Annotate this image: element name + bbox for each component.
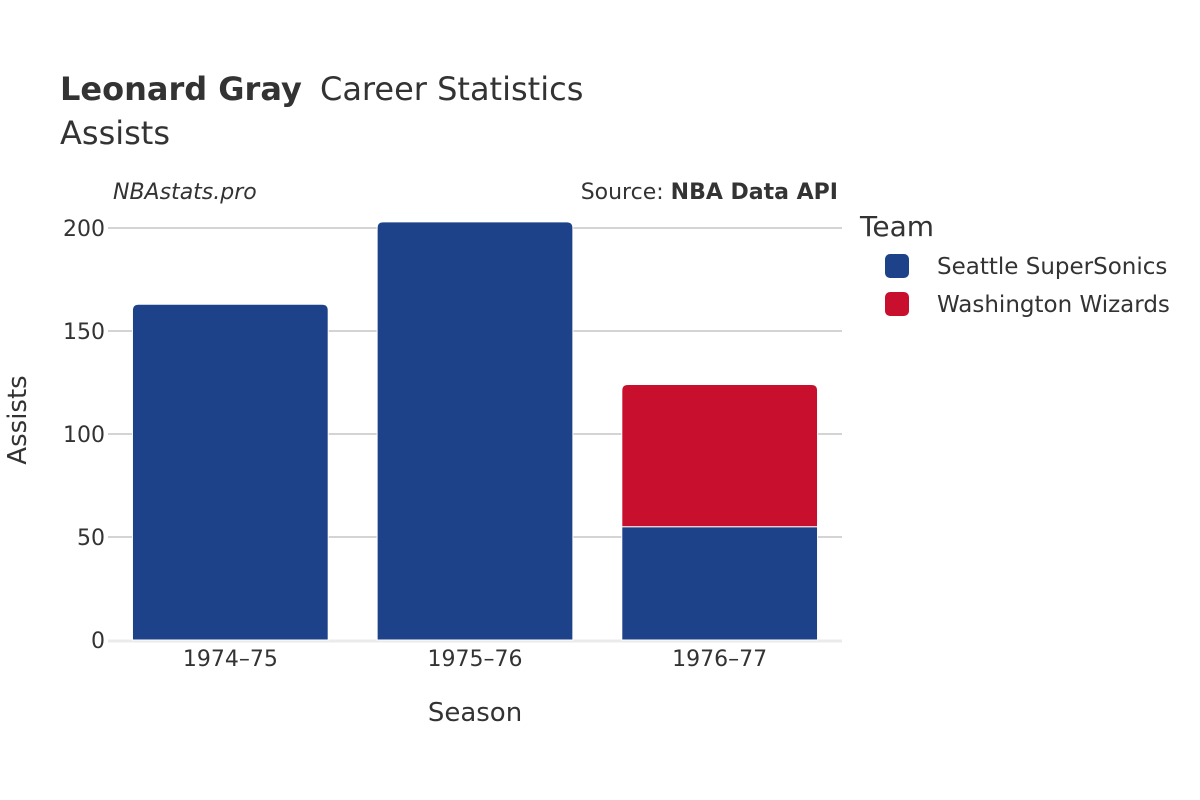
source-name: NBA Data API: [671, 180, 838, 205]
bar-washington-wizards-2[interactable]: [621, 384, 819, 528]
y-axis-title: Assists: [3, 375, 33, 464]
legend: Seattle SuperSonics Washington Wizards: [885, 254, 1170, 318]
legend-item-label: Seattle SuperSonics: [937, 254, 1167, 280]
title-rest: Career Statistics: [320, 70, 583, 108]
x-tick-label: 1976–77: [672, 647, 767, 672]
bar-seattle-supersonics-2[interactable]: [621, 526, 819, 641]
x-tick-label: 1974–75: [183, 647, 278, 672]
x-tick-labels: 1974–75 1975–76 1976–77: [183, 647, 767, 672]
source-prefix: Source:: [581, 180, 671, 205]
title-player-name: Leonard Gray: [60, 70, 302, 108]
y-tick-label: 200: [63, 217, 105, 242]
legend-swatch: [885, 254, 909, 278]
y-tick-label: 150: [63, 320, 105, 345]
legend-swatch: [885, 292, 909, 316]
legend-title: Team: [859, 210, 934, 243]
y-tick-label: 50: [77, 526, 105, 551]
x-tick-label: 1975–76: [428, 647, 523, 672]
legend-item-label: Washington Wizards: [937, 292, 1170, 318]
y-tick-label: 100: [63, 423, 105, 448]
bar-seattle-supersonics-0[interactable]: [131, 303, 329, 641]
bar-seattle-supersonics-1[interactable]: [376, 221, 574, 641]
x-axis-title: Season: [428, 698, 522, 728]
source-credit: Source: NBA Data API: [581, 180, 838, 205]
site-credit: NBAstats.pro: [113, 180, 257, 205]
chart-subtitle: Assists: [60, 114, 170, 152]
chart-title: Leonard Gray Career Statistics: [60, 70, 583, 108]
bars: [131, 221, 819, 641]
y-tick-labels: 0 50 100 150 200: [63, 217, 105, 654]
y-tick-label: 0: [91, 629, 105, 654]
